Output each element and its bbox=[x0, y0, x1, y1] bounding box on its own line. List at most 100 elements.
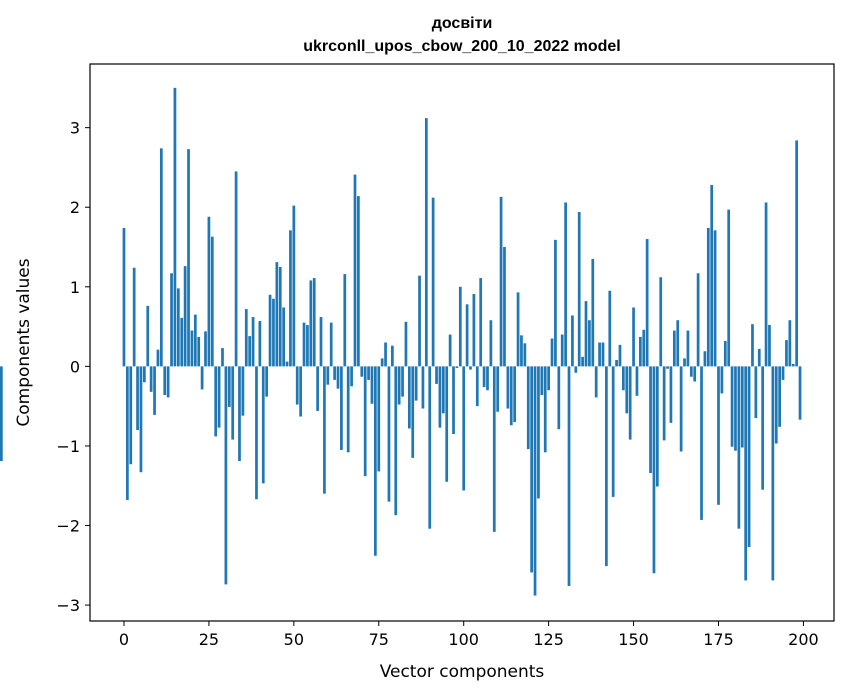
bar bbox=[509, 366, 513, 426]
bar bbox=[462, 366, 466, 491]
bar bbox=[537, 366, 540, 499]
bar bbox=[363, 366, 367, 477]
bar bbox=[669, 366, 673, 423]
bar bbox=[207, 216, 211, 367]
bar bbox=[720, 366, 724, 394]
bar bbox=[221, 348, 224, 367]
bar bbox=[503, 247, 506, 367]
bar bbox=[486, 366, 489, 391]
bar bbox=[533, 366, 537, 596]
bar bbox=[343, 274, 347, 367]
bar bbox=[740, 366, 744, 448]
bar bbox=[594, 366, 598, 398]
bar bbox=[452, 366, 455, 435]
bars-group bbox=[0, 87, 802, 596]
bar bbox=[788, 320, 792, 367]
y-tick-label: −2 bbox=[56, 517, 80, 536]
x-tick-label: 175 bbox=[703, 630, 734, 649]
bar bbox=[340, 366, 343, 450]
bar bbox=[129, 366, 133, 465]
bar bbox=[370, 366, 374, 404]
bar bbox=[407, 366, 411, 429]
x-tick-label: 100 bbox=[448, 630, 479, 649]
bar bbox=[153, 366, 156, 415]
bar bbox=[598, 342, 601, 367]
bar bbox=[465, 304, 469, 367]
bar bbox=[506, 366, 510, 409]
bar bbox=[316, 366, 319, 411]
bar bbox=[326, 366, 330, 385]
bar bbox=[455, 366, 459, 368]
bar bbox=[798, 366, 802, 420]
bar bbox=[737, 366, 741, 529]
bar bbox=[285, 361, 289, 367]
y-axis: −3 −2 −1 0 1 2 3 bbox=[56, 119, 90, 615]
bar bbox=[173, 87, 177, 367]
bar bbox=[774, 366, 778, 444]
bar bbox=[560, 334, 564, 367]
bar bbox=[132, 267, 136, 367]
bar bbox=[659, 277, 663, 367]
bar bbox=[611, 366, 615, 497]
bar bbox=[149, 366, 153, 392]
bar bbox=[435, 366, 438, 384]
bar bbox=[649, 366, 652, 473]
bar bbox=[445, 366, 449, 482]
bar bbox=[193, 314, 197, 367]
bar bbox=[289, 230, 292, 367]
bar bbox=[411, 366, 415, 458]
chart-title-line-2: ukrconll_upos_cbow_200_10_2022 model bbox=[303, 38, 620, 55]
bar bbox=[234, 171, 238, 367]
bar bbox=[139, 366, 143, 473]
bar bbox=[645, 239, 649, 367]
bar bbox=[710, 184, 714, 367]
bar bbox=[764, 202, 768, 367]
bar bbox=[438, 366, 442, 428]
plot-frame bbox=[89, 63, 835, 622]
bar bbox=[771, 366, 775, 581]
bar bbox=[227, 366, 231, 407]
bar bbox=[170, 273, 173, 367]
y-tick-label: 0 bbox=[70, 357, 80, 376]
bar bbox=[319, 317, 323, 367]
bar bbox=[482, 366, 486, 388]
bar bbox=[557, 366, 561, 430]
bar bbox=[268, 294, 272, 367]
bar bbox=[530, 366, 533, 573]
bar bbox=[734, 366, 737, 451]
bar bbox=[642, 329, 646, 367]
bar bbox=[622, 366, 625, 391]
bar bbox=[479, 278, 483, 367]
bar bbox=[156, 349, 160, 367]
bar bbox=[309, 280, 313, 367]
bar bbox=[795, 140, 798, 367]
y-tick-label: 3 bbox=[70, 119, 80, 138]
bar bbox=[601, 342, 605, 367]
bar bbox=[217, 366, 221, 428]
bar bbox=[204, 331, 207, 367]
y-tick-label: 1 bbox=[70, 278, 80, 297]
bar bbox=[302, 322, 306, 367]
bar bbox=[703, 351, 707, 367]
bar bbox=[754, 366, 758, 419]
bar bbox=[791, 363, 795, 367]
x-tick-label: 125 bbox=[533, 630, 564, 649]
bar bbox=[605, 366, 608, 567]
bar bbox=[146, 305, 150, 367]
chart-title-line-1: досвіти bbox=[432, 15, 493, 32]
bar bbox=[126, 366, 129, 501]
bar bbox=[428, 366, 432, 529]
bar bbox=[757, 348, 761, 367]
bar bbox=[574, 366, 578, 373]
bar bbox=[672, 330, 676, 367]
bar bbox=[727, 209, 731, 367]
bar bbox=[584, 301, 588, 367]
bar bbox=[554, 239, 557, 367]
x-tick-label: 75 bbox=[369, 630, 389, 649]
bar bbox=[265, 366, 269, 397]
bar bbox=[526, 366, 530, 450]
bar bbox=[367, 366, 370, 380]
bar bbox=[676, 320, 680, 367]
y-tick-label: −3 bbox=[56, 596, 80, 615]
bar bbox=[244, 309, 248, 367]
